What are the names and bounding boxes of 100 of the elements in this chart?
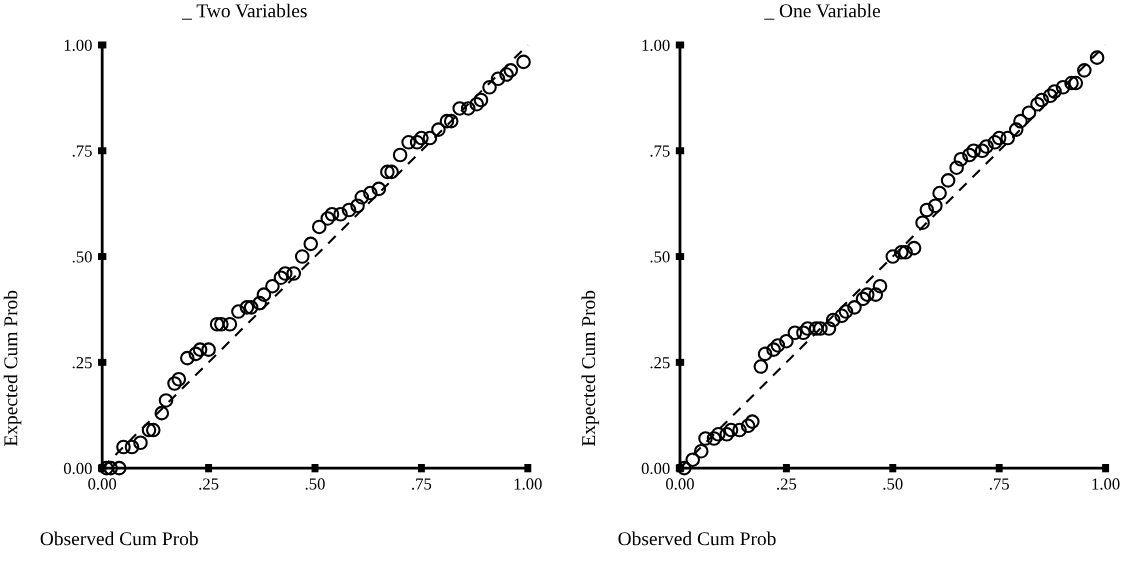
x-tick-label: 0.00 [666, 478, 694, 490]
x-axis-title: Observed Cum Prob [618, 531, 776, 546]
point [932, 185, 947, 201]
point [145, 422, 161, 438]
point [847, 300, 862, 315]
point [698, 431, 713, 446]
point [928, 198, 943, 214]
point [392, 147, 408, 163]
point [1000, 130, 1015, 146]
point [1013, 113, 1028, 129]
y-tick-label: .50 [72, 251, 92, 263]
point [915, 215, 930, 230]
point [940, 173, 956, 188]
point [868, 287, 884, 302]
y-tick-label: 0.00 [641, 462, 670, 475]
point [825, 312, 841, 328]
point [141, 422, 157, 438]
point [252, 295, 267, 311]
point [855, 291, 871, 307]
point [209, 316, 225, 332]
point [124, 439, 140, 455]
point [171, 371, 187, 387]
point [380, 164, 395, 180]
point [779, 333, 794, 349]
point [966, 143, 981, 159]
point [710, 427, 726, 442]
point [333, 206, 348, 222]
point [1068, 75, 1084, 91]
point [277, 266, 293, 281]
point [384, 164, 399, 180]
point [813, 321, 828, 336]
point [516, 54, 531, 70]
point [460, 101, 476, 116]
x-tick-label: .25 [199, 478, 219, 490]
point [885, 249, 901, 264]
point [320, 211, 336, 226]
point [723, 422, 739, 438]
y-tick-label: .75 [72, 145, 92, 157]
point [354, 190, 370, 205]
point [974, 143, 990, 159]
point [201, 342, 216, 357]
point [834, 308, 849, 324]
point [286, 266, 302, 281]
point [1034, 92, 1050, 108]
point [414, 130, 429, 146]
point [116, 439, 131, 455]
point [1008, 122, 1024, 137]
point [821, 321, 837, 336]
y-axis-title: Expected Cum Prob [581, 290, 600, 447]
x-tick-label: .25 [777, 478, 797, 490]
point [1089, 50, 1105, 65]
x-tick-label: .75 [412, 478, 432, 490]
point [808, 321, 824, 336]
y-tick-label: .50 [650, 251, 670, 263]
x-tick-label: .50 [305, 478, 325, 490]
x-tick-label: 1.00 [1092, 478, 1120, 490]
point [231, 304, 246, 319]
point [154, 405, 170, 421]
point [787, 325, 803, 341]
point [693, 443, 709, 459]
y-tick-label: 1.00 [64, 39, 92, 51]
point [894, 245, 909, 260]
point [740, 418, 756, 434]
point [991, 130, 1007, 146]
point [214, 316, 229, 332]
point [324, 206, 340, 222]
point [838, 304, 854, 319]
point [732, 422, 747, 438]
x-tick-label: .50 [883, 478, 903, 490]
point [239, 300, 255, 315]
point [273, 270, 289, 285]
point [906, 240, 922, 256]
point [409, 135, 425, 150]
point [180, 350, 195, 366]
point [979, 139, 994, 154]
point [753, 359, 769, 374]
point [341, 202, 357, 218]
point [919, 202, 935, 218]
point [490, 71, 506, 87]
point [953, 151, 969, 167]
point [482, 79, 497, 95]
point [350, 198, 365, 214]
point [256, 287, 272, 302]
point [303, 236, 319, 252]
point [800, 321, 815, 336]
point [499, 67, 514, 82]
point [192, 342, 208, 357]
point [1047, 84, 1062, 99]
point [962, 147, 977, 163]
x-tick-label: 0.00 [88, 478, 117, 490]
point [222, 316, 238, 332]
point [401, 135, 416, 150]
point [443, 113, 459, 129]
y-tick-label: 1.00 [642, 39, 670, 51]
point [422, 130, 438, 146]
point [243, 300, 259, 315]
point [1030, 96, 1045, 112]
point [265, 278, 280, 294]
point [859, 287, 875, 302]
point [503, 63, 519, 78]
